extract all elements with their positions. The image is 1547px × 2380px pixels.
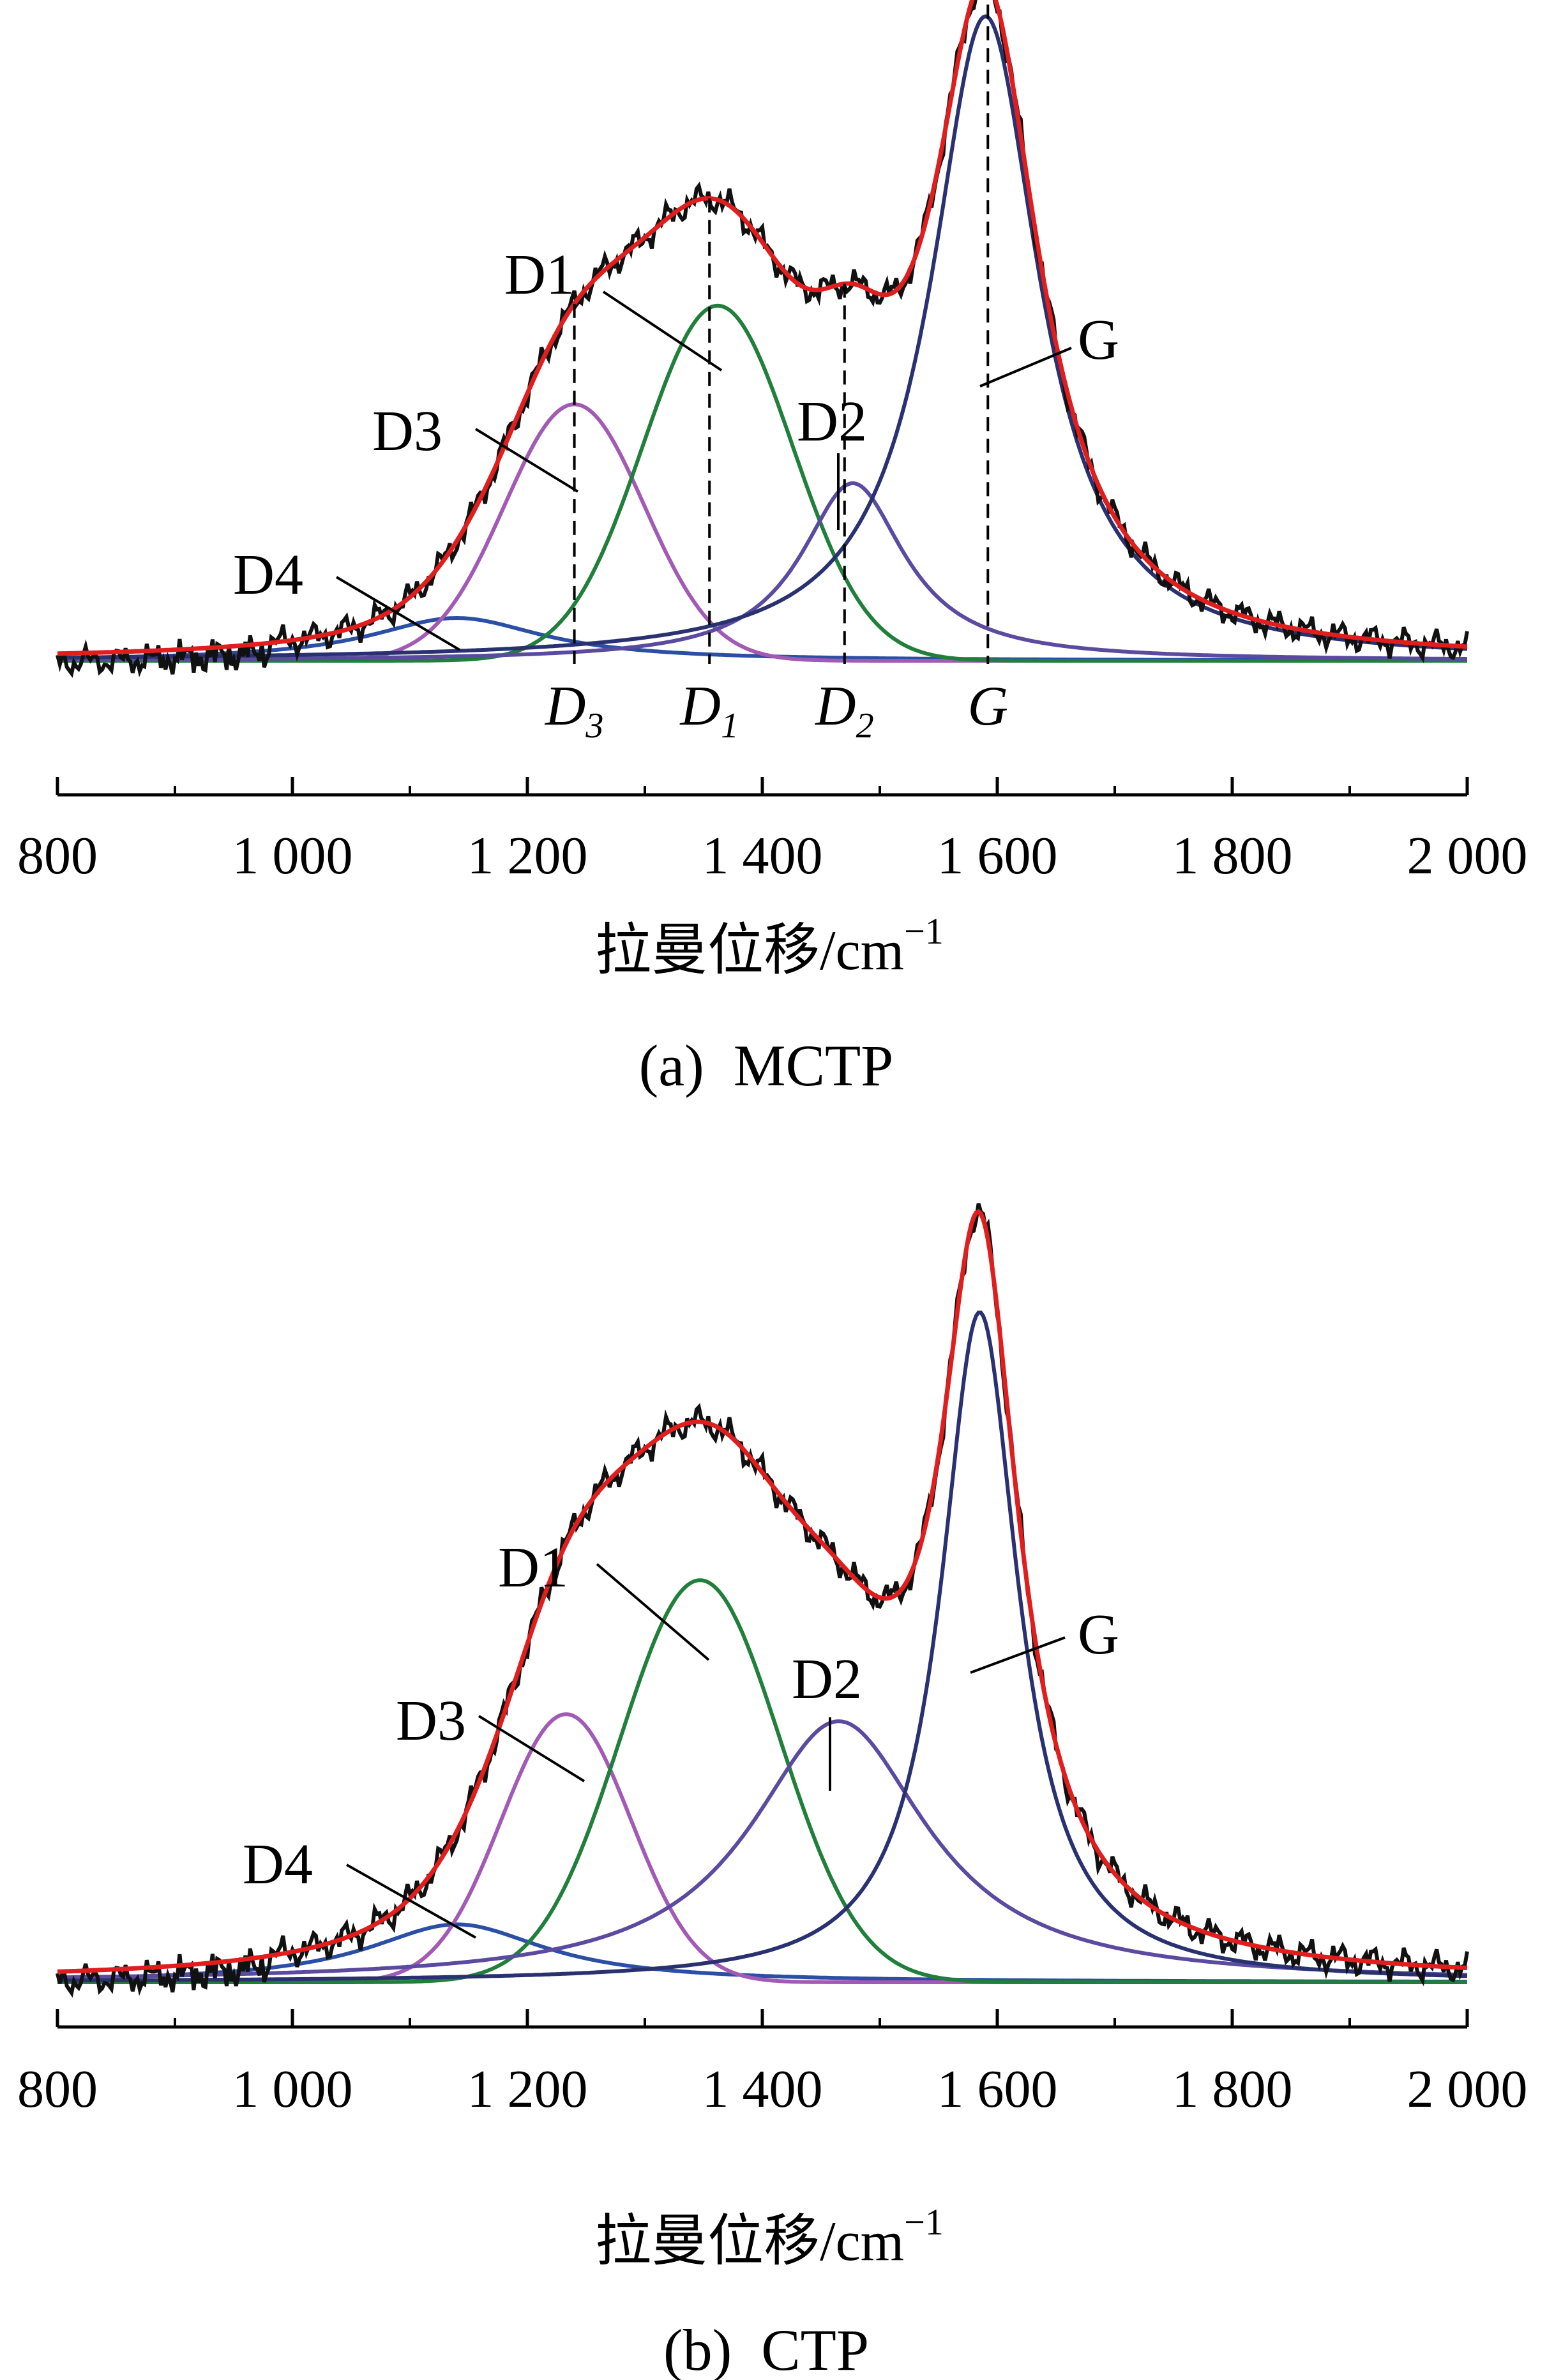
band-marker-label-d2: D2: [815, 675, 874, 746]
x-tick-label: 1 000: [232, 2060, 353, 2119]
x-tick-label: 1 400: [702, 826, 823, 885]
panel-b-x-axis-title: 拉曼位移/cm−1: [595, 2201, 944, 2273]
band-marker-label-g: G: [967, 675, 1008, 737]
series-d2-peak: [57, 481, 1468, 662]
leader-line-d4: [335, 576, 461, 651]
x-tick-label: 1 600: [937, 2060, 1058, 2119]
series-d2-peak: [57, 1719, 1468, 1980]
leader-line-d3: [474, 428, 579, 493]
series-g-peak: [57, 1310, 1468, 1983]
panel-a-x-axis: 800 1 000 1 200 1 400 1 600 1 800 2 000: [17, 777, 1528, 885]
panel-a-mctp: D3 D1 D2 G D4 D3 D1 D2 G 800 1 000 1 200 1 400…: [17, 0, 1528, 1098]
panel-a-curves: [56, 0, 1469, 678]
x-tick-label: 1 400: [702, 2060, 823, 2119]
panel-a-leader-lines: [335, 290, 1072, 651]
series-d3-peak: [57, 402, 1467, 663]
peak-label-d4: D4: [233, 543, 303, 606]
x-tick-label: 2 000: [1407, 826, 1528, 885]
peak-label-d1: D1: [504, 243, 575, 306]
leader-line-d1: [596, 1563, 710, 1661]
x-tick-label: 1 200: [467, 2060, 588, 2119]
peak-label-d3: D3: [396, 1689, 466, 1752]
panel-b-leader-lines: [346, 1563, 1066, 1939]
x-tick-label: 1 000: [232, 826, 353, 885]
band-marker-label-d1: D1: [679, 675, 739, 746]
series-cumulative-fit: [57, 1209, 1468, 1974]
panel-b-x-axis: 800 1 000 1 200 1 400 1 600 1 800 2 000: [17, 2009, 1528, 2119]
series-d1-peak: [57, 303, 1467, 663]
x-tick-label: 800: [17, 2060, 98, 2119]
leader-line-g: [970, 1636, 1066, 1674]
x-tick-label: 1 200: [467, 826, 588, 885]
leader-line-d3: [478, 1715, 585, 1782]
peak-label-d1: D1: [498, 1536, 568, 1599]
leader-line-d4: [346, 1864, 476, 1939]
x-tick-label: 1 600: [937, 826, 1058, 885]
x-tick-label: 1 800: [1172, 826, 1293, 885]
panel-a-band-markers: D3 D1 D2 G: [545, 0, 1008, 746]
leader-line-d1: [602, 290, 723, 372]
panel-b-curves: [56, 1203, 1469, 1998]
band-marker-label-d3: D3: [545, 675, 604, 746]
x-tick-label: 800: [17, 826, 98, 885]
series-d1-peak: [57, 1578, 1467, 1984]
peak-label-d3: D3: [372, 400, 442, 463]
peak-label-g: G: [1078, 1603, 1119, 1666]
leader-line-g: [979, 347, 1072, 388]
panel-a-x-axis-title: 拉曼位移/cm−1: [595, 910, 944, 982]
series-cumulative-fit: [57, 0, 1468, 656]
panel-b-caption: (b) CTP: [663, 2317, 869, 2380]
peak-label-d4: D4: [243, 1833, 313, 1896]
panel-a-caption: (a) MCTP: [639, 1033, 894, 1098]
peak-label-d2: D2: [792, 1648, 862, 1711]
panel-b-ctp: D4 D3 D1 D2 G 800 1 000 1 200 1 400 1 600 1 8…: [17, 1203, 1528, 2380]
x-tick-label: 2 000: [1407, 2060, 1528, 2119]
x-tick-label: 1 800: [1172, 2060, 1293, 2119]
peak-label-d2: D2: [797, 390, 867, 453]
peak-label-g: G: [1078, 308, 1119, 372]
